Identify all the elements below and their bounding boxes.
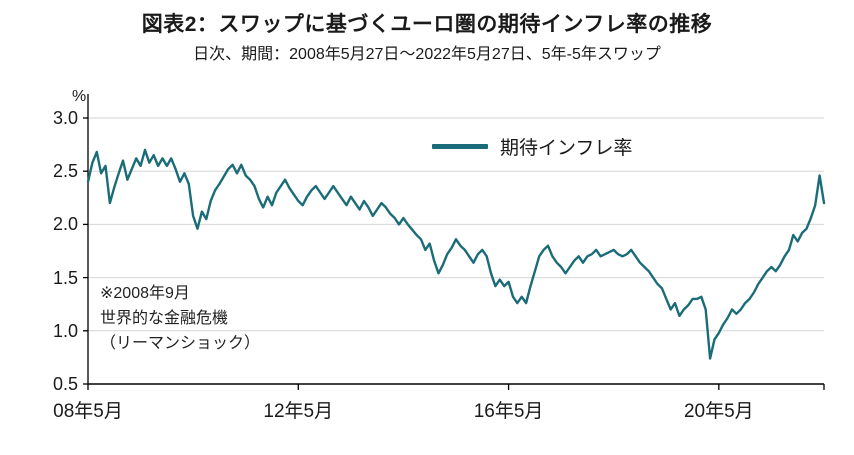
annotation-line-1: ※2008年9月 <box>100 285 190 302</box>
y-tick-label: 3.0 <box>52 108 78 128</box>
legend-line-swatch <box>432 144 488 149</box>
chart-subtitle: 日次、期間：2008年5月27日～2022年5月27日、5年-5年スワップ <box>193 46 661 63</box>
chart-title: 図表2：スワップに基づくユーロ圏の期待インフレ率の推移 <box>141 13 713 36</box>
x-tick-label: 16年5月 <box>473 401 544 422</box>
x-tick-label: 20年5月 <box>683 401 754 422</box>
y-tick-label: 1.0 <box>52 320 78 341</box>
legend-series-label: 期待インフレ率 <box>500 138 633 159</box>
y-tick-label: 1.5 <box>52 267 78 288</box>
y-axis-unit-label: % <box>72 88 87 105</box>
y-tick-label: 0.5 <box>52 374 78 394</box>
x-tick-label: 08年5月 <box>53 401 123 422</box>
y-tick-label: 2.0 <box>52 214 78 235</box>
x-tick-label: 12年5月 <box>263 401 334 422</box>
crisis-annotation: ※2008年9月 世界的な金融危機 （リーマンショック） <box>100 281 260 356</box>
y-tick-label: 2.5 <box>52 161 78 182</box>
chart-legend: 期待インフレ率 <box>432 133 632 160</box>
annotation-line-2: 世界的な金融危機 <box>100 310 229 327</box>
inflation-expectation-line <box>86 148 826 360</box>
annotation-line-3: （リーマンショック） <box>100 335 261 352</box>
